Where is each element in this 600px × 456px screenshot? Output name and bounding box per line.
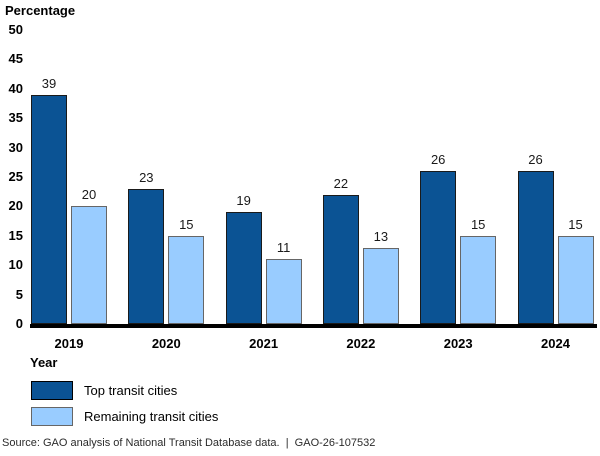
bar-2022-top-transit	[322, 194, 359, 324]
bar-2024-top-transit	[517, 171, 554, 324]
y-axis-title: Percentage	[5, 3, 76, 18]
source-line: Source: GAO analysis of National Transit…	[2, 437, 376, 449]
bar-2024-remaining-transit	[557, 235, 594, 324]
x-tick-label-2019: 2019	[54, 336, 84, 351]
x-tick-label-2022: 2022	[346, 336, 376, 351]
x-tick-label-2020: 2020	[151, 336, 181, 351]
legend-swatch-top-transit-cities	[31, 381, 73, 400]
y-tick-label-15: 15	[8, 227, 23, 243]
bar-value-2021-top-transit: 19	[236, 193, 251, 209]
bar-value-2019-top-transit: 39	[41, 75, 57, 91]
x-tick-label-2021: 2021	[249, 336, 279, 351]
y-tick-label-20: 20	[8, 198, 23, 214]
bar-value-2023-remaining-transit: 15	[470, 216, 486, 232]
legend-swatch-remaining-transit-cities	[31, 407, 73, 426]
y-tick-label-35: 35	[8, 110, 23, 126]
bar-value-2020-top-transit: 23	[139, 169, 154, 185]
legend-label-remaining-transit-cities: Remaining transit cities	[84, 409, 219, 424]
x-tick-label-2023: 2023	[443, 336, 473, 351]
legend-label-top-transit-cities: Top transit cities	[84, 383, 178, 398]
bar-2023-remaining-transit	[460, 235, 497, 324]
x-axis-baseline	[30, 324, 597, 328]
bar-value-2022-remaining-transit: 13	[373, 228, 389, 244]
bar-value-2020-remaining-transit: 15	[179, 216, 194, 232]
bar-value-2021-remaining-transit: 11	[276, 240, 291, 256]
y-tick-label-5: 5	[15, 286, 23, 302]
bar-value-2024-remaining-transit: 15	[568, 216, 583, 232]
y-tick-label-10: 10	[8, 257, 23, 273]
y-tick-label-50: 50	[8, 22, 23, 37]
y-tick-label-0: 0	[15, 316, 23, 331]
bar-2019-top-transit	[31, 94, 67, 324]
x-axis-title: Year	[30, 355, 58, 370]
bar-2022-remaining-transit	[362, 247, 399, 324]
bar-value-2022-top-transit: 22	[333, 175, 349, 191]
y-tick-label-45: 45	[8, 51, 23, 67]
bar-2019-remaining-transit	[71, 206, 107, 324]
bar-value-2024-top-transit: 26	[528, 152, 543, 168]
bar-2020-remaining-transit	[168, 235, 205, 324]
bar-value-2023-top-transit: 26	[430, 152, 446, 168]
bar-2021-top-transit	[225, 212, 262, 324]
bar-2021-remaining-transit	[265, 259, 302, 324]
bar-2023-top-transit	[420, 171, 457, 324]
bar-value-2019-remaining-transit: 20	[81, 187, 97, 203]
x-tick-label-2024: 2024	[541, 336, 570, 351]
y-tick-label-40: 40	[8, 80, 23, 96]
y-tick-label-30: 30	[8, 139, 23, 155]
bar-2020-top-transit	[128, 188, 165, 324]
y-tick-label-25: 25	[8, 169, 23, 184]
